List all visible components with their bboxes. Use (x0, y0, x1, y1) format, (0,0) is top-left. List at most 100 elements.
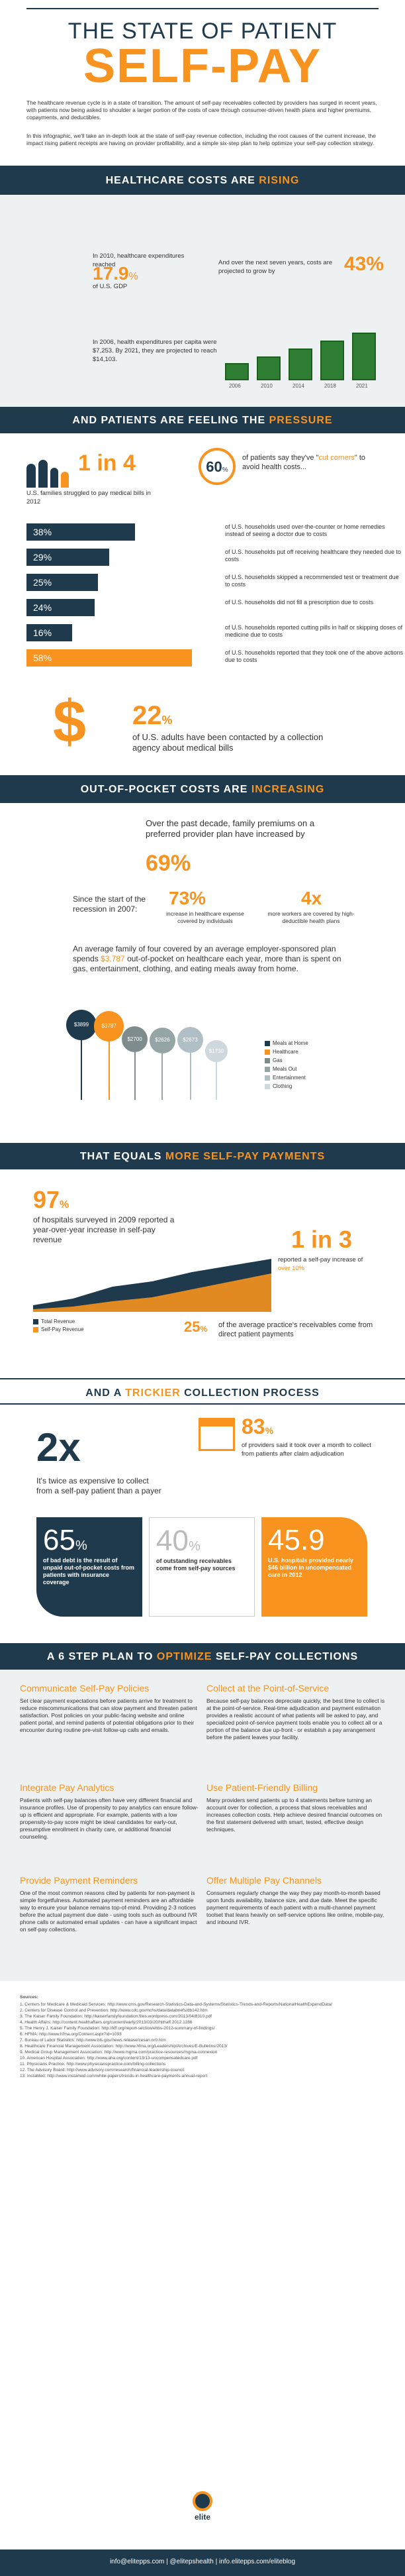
section-band-pressure: AND PATIENTS ARE FEELING THE PRESSURE (0, 407, 405, 433)
year-label: 2014 (292, 383, 304, 389)
legend-item: Meals Out (265, 1066, 364, 1075)
money-stack (352, 333, 376, 380)
spending-bubble: $3899 (66, 1010, 97, 1040)
six-step-area: Communicate Self-Pay Policies Set clear p… (0, 1670, 405, 1981)
bubble-stick (81, 1040, 82, 1100)
p83-number: 83% (242, 1415, 274, 1438)
source-line[interactable]: 11. Physicians Practice: http://www.phys… (20, 2062, 166, 2066)
source-line[interactable]: 7. Bureau of Labor Statistics: http://ww… (20, 2038, 166, 2043)
cost-bar: 29% (26, 549, 109, 566)
bubble-stick (189, 1052, 191, 1100)
step-billing: Use Patient-Friendly Billing Many provide… (206, 1782, 382, 1833)
n73-text: increase in healthcare expense covered b… (166, 910, 244, 924)
pct60-number: 60 (206, 458, 222, 475)
spending-bubble: $1730 (205, 1040, 228, 1063)
legend-swatch (265, 1057, 270, 1063)
legend-item: Healthcare (265, 1049, 364, 1057)
pct22-number: 22% (132, 701, 173, 730)
n4x-number: 4x (301, 888, 322, 908)
calendar-icon (199, 1418, 235, 1451)
bubble-stick (215, 1062, 217, 1100)
page-title-line2: SELF-PAY (83, 40, 322, 93)
pct60-circle: 60% (199, 448, 236, 485)
cost-bar-row: 16% of U.S. households reported cutting p… (26, 624, 402, 641)
source-line[interactable]: 10. American Hospital Association: http:… (20, 2056, 198, 2061)
section-band-oop: OUT-OF-POCKET COSTS ARE INCREASING (0, 775, 405, 803)
source-line[interactable]: 2. Centers for Disease Control and Preve… (20, 2008, 208, 2013)
legend-swatch (265, 1049, 270, 1055)
cost-bar-row: 24% of U.S. households did not fill a pre… (26, 599, 384, 616)
money-stack (257, 356, 281, 380)
source-line[interactable]: 3. The Kaiser Family Foundation: http://… (20, 2014, 212, 2019)
source-line[interactable]: 4. Health Affairs: http://content.health… (20, 2020, 193, 2025)
spending-legend: Meals at Home Healthcare Gas Meals Out E… (265, 1040, 364, 1092)
dollar-icon: $ (53, 689, 87, 755)
legend-item: Total Revenue (33, 1318, 83, 1324)
growth-text: And over the next seven years, costs are… (218, 259, 333, 275)
source-line[interactable]: 9. Medical Group Management Association:… (20, 2050, 218, 2055)
cost-bar-label: of U.S. households skipped a recommended… (225, 574, 399, 588)
source-line[interactable]: 12. The Advisory Board: http://www.advis… (20, 2068, 184, 2072)
year-label: 2021 (356, 383, 368, 389)
legend-item: Gas (265, 1057, 364, 1066)
one-in-three: 1 in 3 (291, 1226, 353, 1253)
footer-logo: elite (183, 2491, 222, 2522)
p25-number: 25% (184, 1318, 208, 1335)
source-line[interactable]: 1. Centers for Medicare & Medicaid Servi… (20, 2002, 332, 2007)
section-costs-rising: In 2010, healthcare expenditures reached… (0, 195, 405, 407)
stat-card-40-text: of outstanding receivables come from sel… (156, 1558, 236, 1572)
header-top-rule (26, 8, 379, 9)
recession-text: Since the start of the recession in 2007… (73, 894, 146, 914)
section-band-trickier: AND A TRICKIER COLLECTION PROCESS (0, 1378, 405, 1405)
n4x-text: more workers are covered by high-deducti… (267, 910, 355, 924)
pct60-text: of patients say they've "cut corners" to… (242, 454, 366, 471)
family-icons (26, 457, 73, 490)
per-capita-text: In 2006, health expenditures per capita … (93, 339, 217, 363)
step-point-of-service: Collect at the Point-of-Service Because s… (206, 1683, 385, 1741)
revenue-legend: Total Revenue Self-Pay Revenue (33, 1318, 83, 1332)
n2x-text: It's twice as expensive to collect from … (36, 1476, 161, 1495)
source-line[interactable]: 13. InstaMed: http://www.instamed.com/wh… (20, 2074, 208, 2078)
money-stacks (225, 321, 390, 380)
source-line[interactable]: 8. Healthcare Financial Management Assoc… (20, 2044, 228, 2049)
family-icon (61, 472, 69, 488)
page-title-line1: THE STATE OF PATIENT (68, 19, 338, 44)
self-pay-revenue-area (33, 1273, 271, 1312)
family-icon (50, 468, 58, 488)
source-line[interactable]: 5. The Henry J. Kaiser Family Foundation… (20, 2026, 215, 2031)
stat-card-65-text: of bad debt is the result of unpaid out-… (43, 1557, 134, 1585)
bubble-stick (161, 1053, 163, 1100)
gdp-number: 17.9 (93, 263, 129, 284)
stat-card-45: 45.9 U.S. hospitals provided nearly $46 … (261, 1517, 367, 1617)
source-line[interactable]: 6. HFMA: http://www.hfma.org/Content.asp… (20, 2032, 122, 2037)
legend-swatch (33, 1326, 38, 1332)
spending-bubble: $2700 (122, 1026, 148, 1053)
one-in-four: 1 in 4 (78, 451, 136, 476)
legend-item: Clothing (265, 1083, 364, 1092)
cost-bar-label: of U.S. households did not fill a prescr… (225, 599, 374, 606)
premium-text: Over the past decade, family premiums on… (146, 818, 315, 839)
spending-bubble: $2626 (150, 1027, 175, 1053)
year-label: 2010 (261, 383, 273, 389)
intro-paragraph-1: The healthcare revenue cycle is in a sta… (26, 99, 377, 121)
section-band-costs-rising: HEALTHCARE COSTS ARE RISING (0, 166, 405, 195)
footer-contact[interactable]: info@elitepps.com | @elitepshealth | inf… (109, 2558, 296, 2565)
one-in-three-text: reported a self-pay increase of over 10% (278, 1256, 363, 1272)
cost-bar-row: 25% of U.S. households skipped a recommen… (26, 574, 399, 591)
family-icon (26, 464, 36, 488)
n73-number: 73% (169, 888, 206, 908)
legend-swatch (265, 1083, 270, 1089)
step-reminders: Provide Payment Reminders One of the most… (20, 1875, 197, 1933)
stat-card-40: 40% of outstanding receivables come from… (149, 1517, 255, 1617)
cost-bar: 58% (26, 649, 192, 667)
legend-item: Self-Pay Revenue (33, 1326, 83, 1332)
elite-logo-icon (193, 2491, 212, 2511)
legend-item: Meals at Home (265, 1040, 364, 1049)
step-pay-channels: Offer Multiple Pay Channels Consumers reg… (206, 1875, 384, 1925)
cost-bar-label: of U.S. households used over-the-counter… (225, 523, 385, 537)
revenue-chart-svg (33, 1259, 271, 1312)
money-stack (289, 349, 312, 380)
year-label: 2018 (324, 383, 336, 389)
spending-bubble: $3787 (94, 1011, 124, 1042)
cost-bars-chart: 38% of U.S. households used over-the-coun… (0, 523, 405, 682)
